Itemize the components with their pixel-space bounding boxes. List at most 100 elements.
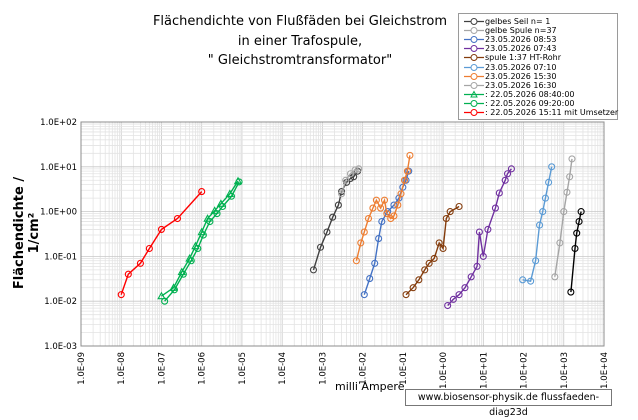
legend-entry: : 22.05.2026 09:20:00 xyxy=(463,99,575,108)
data-point xyxy=(444,301,452,310)
data-point xyxy=(556,239,564,247)
legend-swatch xyxy=(464,18,484,25)
footer-credit: www.biosensor-physik.de flussfaeden-diag… xyxy=(405,389,612,418)
data-point xyxy=(532,257,540,265)
x-tick-label: 1.0E-05 xyxy=(238,352,248,385)
data-point xyxy=(484,225,492,233)
legend-entry: 23.05.2026 08:53 xyxy=(463,35,556,44)
data-point xyxy=(519,276,527,284)
data-point xyxy=(421,266,429,274)
data-point xyxy=(455,291,463,299)
data-point xyxy=(571,244,579,253)
y-tick-label: 1.0E+02 xyxy=(40,118,77,128)
data-point xyxy=(566,173,574,181)
x-tick-label: 1.0E+04 xyxy=(600,352,610,389)
y-tick-label: 1.0E+01 xyxy=(40,163,77,173)
y-tick-label: 1.0E+00 xyxy=(40,208,77,218)
data-point xyxy=(198,188,206,196)
data-point xyxy=(161,297,169,305)
data-point xyxy=(560,208,568,216)
data-point xyxy=(403,167,411,175)
data-point xyxy=(535,221,544,229)
data-point xyxy=(334,201,342,209)
data-point xyxy=(551,273,559,281)
data-point xyxy=(227,192,236,200)
chart-title-line-2: in einer Trafospule, xyxy=(237,34,363,49)
data-point xyxy=(397,190,405,198)
data-point xyxy=(199,231,207,239)
axes xyxy=(80,121,605,347)
data-point xyxy=(467,273,475,281)
legend-swatch xyxy=(464,45,484,53)
series-7 xyxy=(551,155,576,281)
data-point xyxy=(503,170,512,178)
legend-swatch xyxy=(464,36,484,44)
x-tick-labels: 1.0E-09 1.0E-08 1.0E-07 1.0E-06 1.0E-05 1.0E-… xyxy=(77,352,610,389)
series-11 xyxy=(567,208,585,296)
chart-title-line-3: " Gleichstromtransformator" xyxy=(207,53,393,68)
legend-entry: gelbes Seil n= 1 xyxy=(463,17,550,26)
data-point xyxy=(369,204,377,212)
data-point xyxy=(329,213,337,221)
data-point xyxy=(425,259,433,267)
data-point xyxy=(439,244,447,253)
data-point xyxy=(400,176,409,184)
legend-label: : 22.05.2026 15:11 mit Umsetzer xyxy=(485,108,619,117)
legend-entry: 23.05.2026 07:10 xyxy=(463,63,556,72)
legend-swatch xyxy=(464,54,484,62)
legend-label: gelbe Spule n=37 xyxy=(485,26,557,36)
x-tick-label: 1.0E+02 xyxy=(520,352,530,389)
data-point xyxy=(338,188,346,196)
series-line xyxy=(312,170,359,271)
y-tick-labels: 1.0E+02 1.0E+01 1.0E+00 1.0E-01 1.0E-02 1.0E-… xyxy=(40,118,77,352)
x-tick-label: 1.0E-06 xyxy=(198,352,208,385)
data-point xyxy=(473,262,481,270)
legend-entry: spule 1:37 HT-Rohr xyxy=(463,53,561,62)
series-9 xyxy=(161,178,243,305)
data-point xyxy=(309,266,318,274)
legend-swatch xyxy=(464,63,484,71)
data-point xyxy=(390,212,398,220)
legend-label: : 22.05.2026 09:20:00 xyxy=(485,98,575,108)
legend-label: 23.05.2026 15:30 xyxy=(485,71,557,81)
legend-swatch xyxy=(464,81,484,89)
data-point xyxy=(375,235,383,243)
x-tick-label: 1.0E-04 xyxy=(278,352,288,385)
data-point xyxy=(507,165,515,173)
data-point xyxy=(567,288,575,296)
data-point xyxy=(563,188,571,196)
x-tick-label: 1.0E+03 xyxy=(560,352,570,389)
data-point xyxy=(415,276,423,284)
data-point xyxy=(575,217,583,226)
legend-swatch xyxy=(464,99,484,107)
data-point xyxy=(364,214,373,223)
data-point xyxy=(430,254,438,262)
data-point xyxy=(360,228,368,236)
legend-entry: : 22.05.2026 08:40:00 xyxy=(463,90,575,99)
grid xyxy=(80,122,604,347)
data-point xyxy=(351,166,359,174)
data-point xyxy=(355,165,363,173)
x-axis-title: milli Ampere xyxy=(335,380,405,393)
series-1 xyxy=(338,165,363,198)
data-point xyxy=(394,201,402,209)
legend-label: spule 1:37 HT-Rohr xyxy=(485,53,562,63)
data-point xyxy=(402,291,410,299)
data-point xyxy=(213,210,221,218)
data-point xyxy=(568,155,576,163)
x-tick-label: 1.0E-01 xyxy=(399,352,409,385)
x-tick-label: 1.0E-03 xyxy=(318,352,328,385)
data-point xyxy=(219,202,227,211)
data-point xyxy=(338,190,346,198)
x-tick-label: 1.0E-07 xyxy=(157,352,167,385)
data-point xyxy=(346,170,355,178)
x-tick-label: 1.0E-09 xyxy=(77,352,87,385)
data-point xyxy=(577,208,585,216)
x-tick-label: 1.0E+01 xyxy=(479,352,489,389)
data-point xyxy=(573,229,581,237)
data-point xyxy=(545,178,553,186)
data-point xyxy=(455,202,463,211)
x-tick-label: 1.0E-02 xyxy=(359,352,369,385)
series-line xyxy=(355,155,411,261)
data-point xyxy=(380,196,389,204)
